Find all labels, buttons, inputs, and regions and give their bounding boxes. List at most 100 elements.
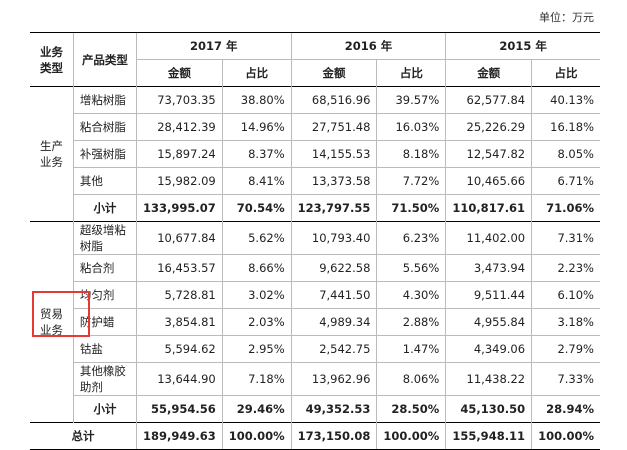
subtotal-amount: 123,797.55	[290, 194, 377, 222]
cell-amount: 10,677.84	[135, 221, 223, 255]
cell-amount: 3,854.81	[135, 308, 223, 336]
subtotal-ratio: 28.50%	[376, 395, 446, 423]
header-biz-type: 业务类型	[30, 32, 74, 87]
subtotal-label: 小计	[72, 395, 137, 423]
subtotal-amount: 45,130.50	[445, 395, 532, 423]
subtotal-ratio: 71.06%	[531, 194, 600, 222]
header-year-2017: 2017 年	[135, 32, 292, 60]
cell-amount: 4,349.06	[445, 335, 532, 363]
header-amount: 金额	[135, 59, 223, 87]
cell-amount: 62,577.84	[445, 86, 532, 114]
cell-ratio: 40.13%	[531, 86, 600, 114]
cell-amount: 25,226.29	[445, 113, 532, 141]
cell-amount: 5,728.81	[135, 281, 223, 309]
total-ratio: 100.00%	[221, 422, 292, 450]
cell-amount: 12,547.82	[445, 140, 532, 168]
total-amount: 155,948.11	[445, 422, 532, 450]
cell-ratio: 16.18%	[531, 113, 600, 141]
group-label-production: 生产业务	[30, 86, 74, 222]
product-name: 增粘树脂	[72, 86, 137, 114]
header-ratio: 占比	[531, 59, 600, 87]
cell-amount: 7,441.50	[290, 281, 377, 309]
header-amount: 金额	[445, 59, 532, 87]
group-label-trade: 贸易业务	[30, 221, 74, 423]
product-name: 均匀剂	[72, 281, 137, 309]
cell-ratio: 2.23%	[531, 254, 600, 282]
total-amount: 189,949.63	[135, 422, 223, 450]
cell-amount: 13,962.96	[290, 362, 377, 396]
product-name: 其他	[72, 167, 137, 195]
cell-ratio: 2.95%	[221, 335, 292, 363]
cell-amount: 16,453.57	[135, 254, 223, 282]
cell-ratio: 38.80%	[221, 86, 292, 114]
unit-label: 单位：万元	[539, 11, 594, 24]
cell-amount: 10,793.40	[290, 221, 377, 255]
header-year-2015: 2015 年	[445, 32, 600, 60]
cell-amount: 14,155.53	[290, 140, 377, 168]
cell-amount: 2,542.75	[290, 335, 377, 363]
cell-ratio: 1.47%	[376, 335, 446, 363]
cell-ratio: 7.31%	[531, 221, 600, 255]
header-ratio: 占比	[221, 59, 292, 87]
cell-ratio: 39.57%	[376, 86, 446, 114]
cell-ratio: 2.88%	[376, 308, 446, 336]
subtotal-amount: 49,352.53	[290, 395, 377, 423]
product-name: 超级增粘树脂	[72, 221, 137, 255]
cell-ratio: 2.79%	[531, 335, 600, 363]
cell-ratio: 8.66%	[221, 254, 292, 282]
total-amount: 173,150.08	[290, 422, 377, 450]
subtotal-ratio: 28.94%	[531, 395, 600, 423]
subtotal-label: 小计	[72, 194, 137, 222]
cell-amount: 4,989.34	[290, 308, 377, 336]
cell-ratio: 6.71%	[531, 167, 600, 195]
cell-ratio: 6.10%	[531, 281, 600, 309]
cell-amount: 15,897.24	[135, 140, 223, 168]
cell-ratio: 16.03%	[376, 113, 446, 141]
cell-amount: 11,438.22	[445, 362, 532, 396]
cell-ratio: 8.41%	[221, 167, 292, 195]
subtotal-amount: 55,954.56	[135, 395, 223, 423]
cell-ratio: 5.56%	[376, 254, 446, 282]
cell-amount: 13,644.90	[135, 362, 223, 396]
product-name: 防护蜡	[72, 308, 137, 336]
cell-ratio: 8.37%	[221, 140, 292, 168]
subtotal-amount: 110,817.61	[445, 194, 532, 222]
cell-amount: 15,982.09	[135, 167, 223, 195]
cell-amount: 3,473.94	[445, 254, 532, 282]
cell-ratio: 7.72%	[376, 167, 446, 195]
product-name: 其他橡胶助剂	[72, 362, 137, 396]
cell-ratio: 3.02%	[221, 281, 292, 309]
total-ratio: 100.00%	[531, 422, 600, 450]
cell-amount: 10,465.66	[445, 167, 532, 195]
subtotal-ratio: 70.54%	[221, 194, 292, 222]
cell-amount: 9,622.58	[290, 254, 377, 282]
cell-amount: 9,511.44	[445, 281, 532, 309]
cell-amount: 5,594.62	[135, 335, 223, 363]
revenue-table: 业务类型 产品类型 2017 年 2016 年 2015 年 金额 占比 金额 …	[30, 32, 600, 450]
product-name: 粘合树脂	[72, 113, 137, 141]
header-product-type: 产品类型	[72, 32, 137, 87]
cell-ratio: 8.06%	[376, 362, 446, 396]
header-amount: 金额	[290, 59, 377, 87]
cell-ratio: 7.18%	[221, 362, 292, 396]
cell-ratio: 2.03%	[221, 308, 292, 336]
cell-amount: 13,373.58	[290, 167, 377, 195]
total-ratio: 100.00%	[376, 422, 446, 450]
cell-amount: 11,402.00	[445, 221, 532, 255]
cell-ratio: 7.33%	[531, 362, 600, 396]
cell-amount: 68,516.96	[290, 86, 377, 114]
subtotal-ratio: 71.50%	[376, 194, 446, 222]
total-label: 总计	[30, 422, 137, 450]
cell-amount: 27,751.48	[290, 113, 377, 141]
cell-ratio: 8.05%	[531, 140, 600, 168]
cell-amount: 73,703.35	[135, 86, 223, 114]
cell-ratio: 6.23%	[376, 221, 446, 255]
product-name: 钴盐	[72, 335, 137, 363]
cell-ratio: 5.62%	[221, 221, 292, 255]
subtotal-amount: 133,995.07	[135, 194, 223, 222]
cell-ratio: 14.96%	[221, 113, 292, 141]
subtotal-ratio: 29.46%	[221, 395, 292, 423]
cell-amount: 28,412.39	[135, 113, 223, 141]
product-name: 补强树脂	[72, 140, 137, 168]
cell-ratio: 8.18%	[376, 140, 446, 168]
